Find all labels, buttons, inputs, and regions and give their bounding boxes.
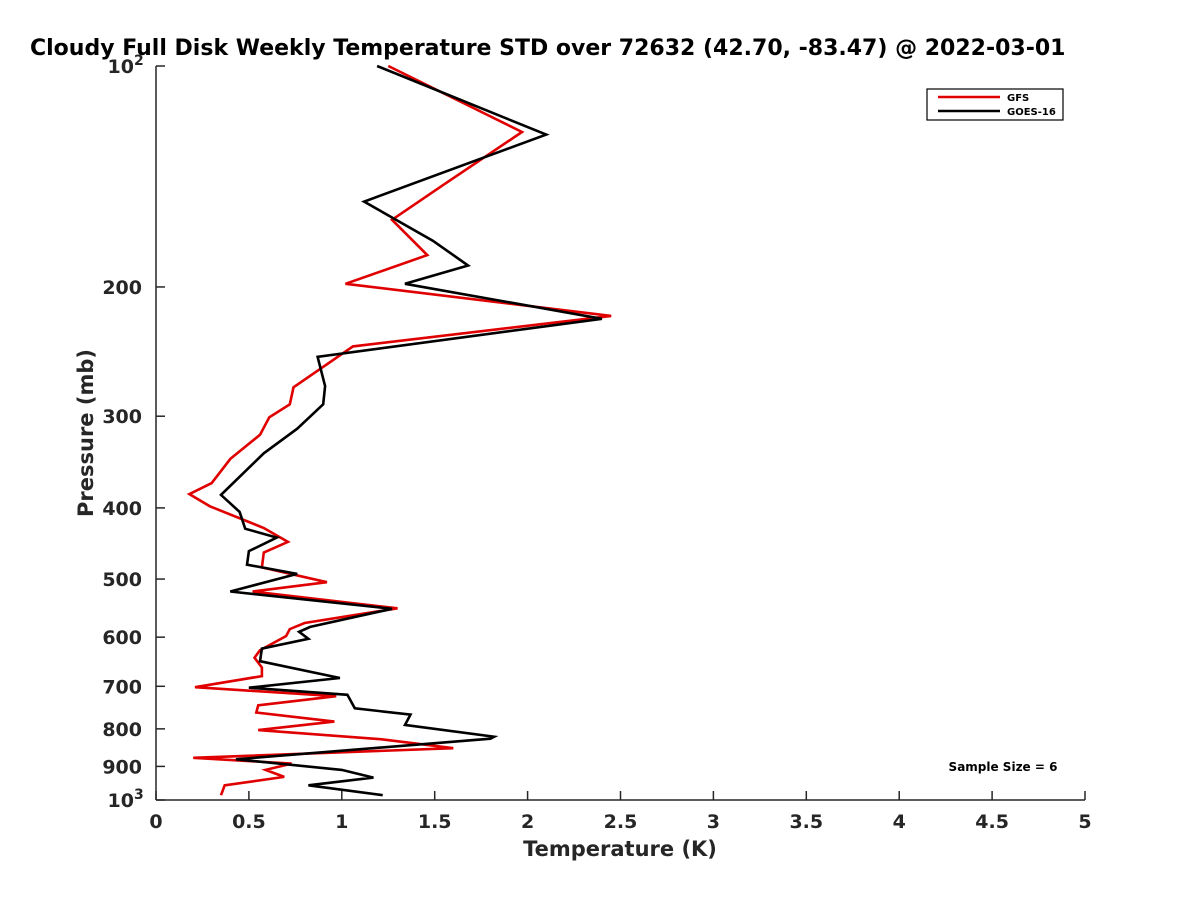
series-lines xyxy=(186,64,612,797)
x-tick-label: 4.5 xyxy=(975,811,1009,833)
x-tick-label: 2.5 xyxy=(604,811,638,833)
y-tick-label: 600 xyxy=(102,627,142,649)
y-tick-label-exponent: 3 xyxy=(134,787,144,803)
y-axis-label: Pressure (mb) xyxy=(74,349,98,517)
series-line-gfs xyxy=(186,64,612,796)
y-tick-label: 10 xyxy=(108,790,134,812)
x-tick-label: 0.5 xyxy=(232,811,266,833)
y-tick-label: 300 xyxy=(102,406,142,428)
x-tick-label: 0 xyxy=(149,811,162,833)
x-axis-ticks: 0 0.5 1 1.5 2 2.5 3 3.5 4 4.5 5 xyxy=(149,791,1092,833)
sample-size-annotation: Sample Size = 6 xyxy=(949,760,1058,774)
y-tick-label: 200 xyxy=(102,277,142,299)
x-axis-label: Temperature (K) xyxy=(523,837,717,861)
y-tick-label: 900 xyxy=(102,756,142,778)
x-tick-label: 3.5 xyxy=(789,811,823,833)
x-tick-label: 1 xyxy=(335,811,348,833)
chart-title: Cloudy Full Disk Weekly Temperature STD … xyxy=(30,36,1065,61)
x-tick-label: 1.5 xyxy=(418,811,452,833)
y-tick-label: 500 xyxy=(102,569,142,591)
x-tick-label: 3 xyxy=(707,811,720,833)
legend-box xyxy=(926,88,1064,121)
series-line-goes16 xyxy=(219,64,603,797)
x-tick-label: 2 xyxy=(521,811,534,833)
y-tick-label-exponent: 2 xyxy=(134,53,144,69)
y-tick-label: 10 xyxy=(108,56,134,78)
legend-label-goes16: GOES-16 xyxy=(1007,107,1056,118)
y-tick-label: 800 xyxy=(102,719,142,741)
x-tick-label: 5 xyxy=(1078,811,1091,833)
y-tick-label: 400 xyxy=(102,498,142,520)
y-tick-label: 700 xyxy=(102,676,142,698)
x-tick-label: 4 xyxy=(893,811,906,833)
legend-label-gfs: GFS xyxy=(1007,93,1029,104)
legend: GFS GOES-16 xyxy=(926,88,1064,121)
